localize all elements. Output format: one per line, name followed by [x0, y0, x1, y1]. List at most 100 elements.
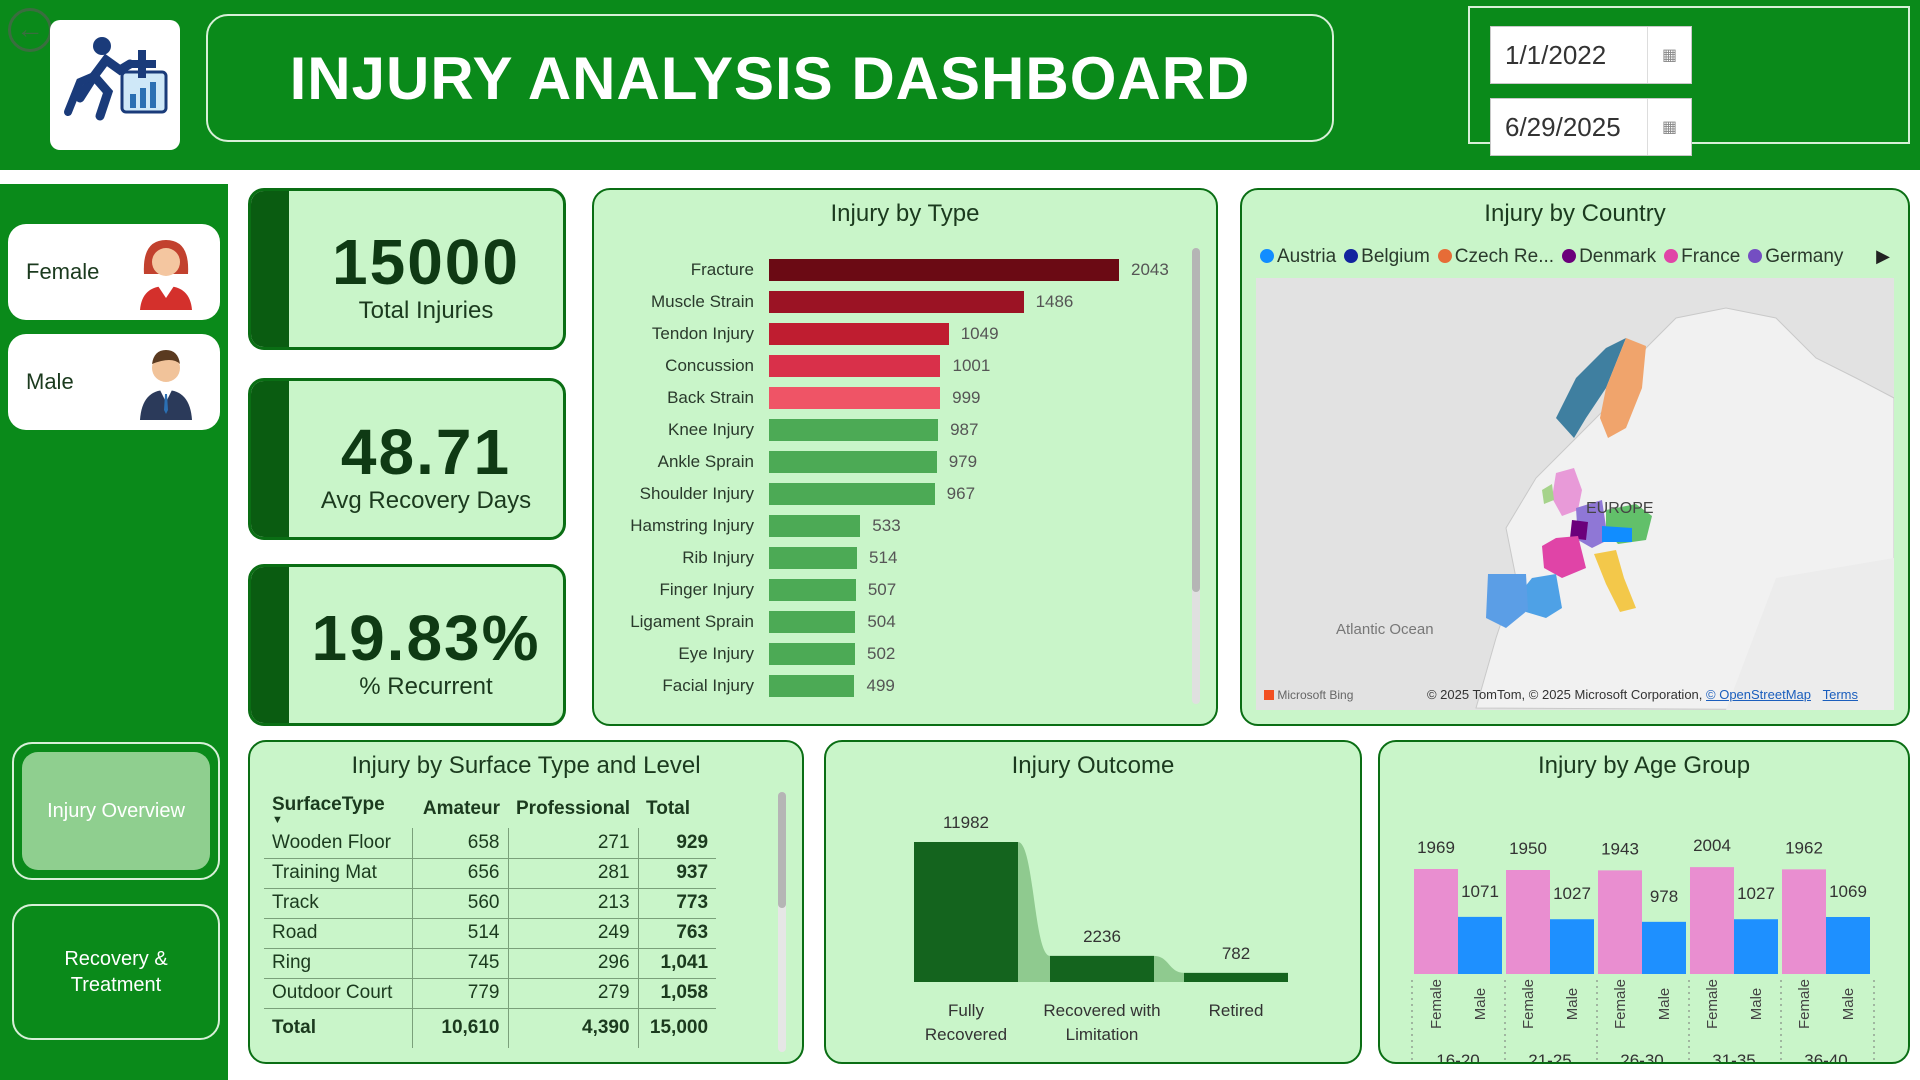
outcome-ribbon [1154, 955, 1184, 982]
scrollbar[interactable] [1192, 248, 1200, 704]
legend-item[interactable]: Denmark [1562, 246, 1656, 268]
type-bar-row[interactable]: Fracture 2043 [594, 254, 1216, 286]
type-bar-row[interactable]: Tendon Injury 1049 [594, 318, 1216, 350]
openstreetmap-link[interactable]: © OpenStreetMap [1706, 687, 1811, 702]
type-bar[interactable] [769, 611, 856, 633]
calendar-icon[interactable]: ▦ [1647, 99, 1691, 155]
type-bar[interactable] [769, 323, 949, 345]
type-bar[interactable] [769, 451, 937, 473]
type-bar[interactable] [769, 675, 855, 697]
type-bar[interactable] [769, 259, 1119, 281]
type-category-label: Back Strain [667, 388, 754, 407]
app-logo [50, 20, 180, 150]
table-row[interactable]: Training Mat 656 281 937 [264, 858, 717, 889]
table-row[interactable]: Road 514 249 763 [264, 918, 717, 949]
map-attribution: © 2025 TomTom, © 2025 Microsoft Corporat… [1427, 687, 1858, 702]
type-bar-row[interactable]: Facial Injury 499 [594, 670, 1216, 702]
outcome-bar[interactable] [914, 842, 1018, 982]
type-bar-row[interactable]: Ankle Sprain 979 [594, 446, 1216, 478]
kpi-label: Total Injuries [358, 297, 494, 324]
type-bar-row[interactable]: Muscle Strain 1486 [594, 286, 1216, 318]
type-bar-row[interactable]: Ligament Sprain 504 [594, 606, 1216, 638]
male-filter-button[interactable]: Male [8, 334, 220, 430]
type-bar-row[interactable]: Back Strain 999 [594, 382, 1216, 414]
age-female-bar[interactable] [1690, 867, 1734, 974]
type-bar[interactable] [769, 547, 858, 569]
back-arrow-icon[interactable]: ← [8, 8, 52, 52]
age-male-bar[interactable] [1550, 919, 1594, 974]
age-female-bar[interactable] [1598, 870, 1642, 974]
female-label: Female [26, 259, 100, 284]
type-data-label: 514 [869, 548, 898, 567]
column-header-amateur[interactable]: Amateur [422, 798, 500, 819]
map-canvas[interactable]: EUROPE Atlantic Ocean Microsoft Bing © 2… [1256, 278, 1894, 710]
type-category-label: Rib Injury [682, 548, 754, 567]
type-bar-row[interactable]: Rib Injury 514 [594, 542, 1216, 574]
type-bar[interactable] [769, 355, 941, 377]
female-filter-button[interactable]: Female [8, 224, 220, 320]
table-row[interactable]: Ring 745 296 1,041 [264, 948, 717, 979]
male-avatar-icon [140, 350, 192, 420]
type-bar-row[interactable]: Finger Injury 507 [594, 574, 1216, 606]
outcome-category-label: Retired [1209, 1001, 1264, 1020]
age-group-label: 31-35 [1712, 1051, 1755, 1064]
table-scrollbar-thumb[interactable] [778, 792, 786, 908]
age-male-bar[interactable] [1642, 921, 1686, 974]
table-row[interactable]: Track 560 213 773 [264, 888, 717, 919]
type-bar-row[interactable]: Knee Injury 987 [594, 414, 1216, 446]
type-bar[interactable] [769, 515, 861, 537]
type-data-label: 967 [946, 484, 976, 503]
kpi-strip [251, 567, 289, 723]
table-header-row: SurfaceType ▼ Amateur Professional Total [264, 790, 716, 828]
type-bar-row[interactable]: Concussion 1001 [594, 350, 1216, 382]
age-female-bar[interactable] [1414, 868, 1458, 974]
type-bar-row[interactable]: Hamstring Injury 533 [594, 510, 1216, 542]
legend-next-icon[interactable]: ▶ [1876, 246, 1890, 266]
table-cell: 929 [637, 828, 717, 859]
outcome-bar[interactable] [1050, 955, 1154, 982]
table-row[interactable]: Wooden Floor 658 271 929 [264, 828, 717, 859]
nav-recovery-treatment[interactable]: Recovery & Treatment [64, 948, 168, 996]
table-row[interactable]: Outdoor Court 779 279 1,058 [264, 978, 717, 1009]
type-data-label: 507 [867, 580, 897, 599]
sort-desc-icon: ▼ [272, 814, 283, 826]
type-bar-row[interactable]: Shoulder Injury 967 [594, 478, 1216, 510]
type-data-label: 979 [948, 452, 978, 471]
legend-item[interactable]: Austria [1260, 246, 1336, 268]
nav-injury-overview[interactable]: Injury Overview [22, 752, 210, 870]
age-gender-axis-label: Female [1612, 979, 1629, 1029]
age-gender-axis-label: Female [1520, 979, 1537, 1029]
table-cell: 249 [507, 918, 639, 949]
age-female-bar[interactable] [1506, 870, 1550, 974]
type-bar[interactable] [769, 483, 935, 505]
scrollbar-thumb[interactable] [1192, 248, 1200, 592]
column-header-surfacetype[interactable]: SurfaceType ▼ [264, 790, 412, 828]
legend-item[interactable]: Czech Re... [1437, 246, 1554, 268]
age-male-bar[interactable] [1734, 919, 1778, 974]
legend-item[interactable]: France [1664, 246, 1740, 268]
type-bar[interactable] [769, 419, 939, 441]
type-data-label: 502 [867, 644, 896, 663]
terms-link[interactable]: Terms [1822, 687, 1858, 702]
column-header-professional[interactable]: Professional [516, 798, 631, 819]
legend-item[interactable]: Germany [1748, 246, 1843, 268]
age-male-data-label: 1071 [1461, 882, 1499, 901]
table-total-cell: 15,000 [637, 1007, 717, 1048]
column-header-total[interactable]: Total [646, 798, 691, 819]
type-bar[interactable] [769, 643, 855, 665]
age-male-bar[interactable] [1826, 916, 1870, 974]
outcome-bar[interactable] [1184, 972, 1288, 982]
type-bar[interactable] [769, 579, 856, 601]
table-scrollbar[interactable] [778, 792, 786, 1052]
legend-item[interactable]: Belgium [1344, 246, 1430, 268]
age-female-bar[interactable] [1782, 869, 1826, 974]
start-date-field[interactable]: 1/1/2022 ▦ [1490, 26, 1692, 84]
calendar-icon[interactable]: ▦ [1647, 27, 1691, 83]
type-data-label: 504 [867, 612, 896, 631]
age-group-label: 21-25 [1528, 1051, 1571, 1064]
type-bar-row[interactable]: Eye Injury 502 [594, 638, 1216, 670]
type-bar[interactable] [769, 387, 941, 409]
age-male-bar[interactable] [1458, 916, 1502, 974]
type-bar[interactable] [769, 291, 1024, 313]
end-date-field[interactable]: 6/29/2025 ▦ [1490, 98, 1692, 156]
